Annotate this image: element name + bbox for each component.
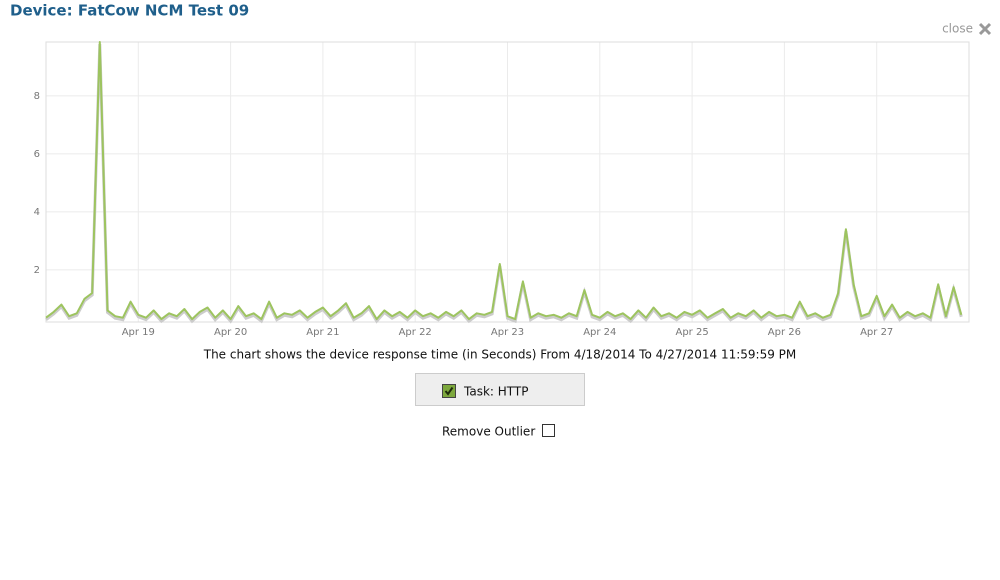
line-shadow	[45, 43, 963, 324]
x-tick-label: Apr 27	[860, 327, 893, 338]
remove-outlier-checkbox[interactable]	[542, 424, 555, 437]
close-link[interactable]: close	[942, 22, 973, 36]
x-tick-label: Apr 26	[768, 327, 801, 338]
x-tick-label: Apr 20	[214, 327, 247, 338]
close-icon[interactable]	[978, 22, 992, 36]
x-tick-label: Apr 22	[399, 327, 432, 338]
x-tick-label: Apr 25	[675, 327, 708, 338]
page-title: Device: FatCow NCM Test 09	[10, 2, 249, 20]
caption: The chart shows the device response time…	[203, 348, 797, 362]
remove-outlier-label[interactable]: Remove Outlier	[442, 425, 535, 439]
x-tick-label: Apr 24	[583, 327, 616, 338]
y-tick-label: 8	[34, 91, 40, 102]
y-tick-label: 6	[34, 149, 40, 160]
task-label[interactable]: Task: HTTP	[463, 385, 528, 399]
x-tick-label: Apr 23	[491, 327, 524, 338]
check-mark	[444, 386, 454, 396]
y-tick-label: 2	[34, 265, 40, 276]
x-tick-label: Apr 21	[306, 327, 339, 338]
x-tick-label: Apr 19	[122, 327, 155, 338]
line	[45, 41, 963, 321]
y-tick-label: 4	[34, 207, 40, 218]
plot-frame	[45, 41, 970, 323]
